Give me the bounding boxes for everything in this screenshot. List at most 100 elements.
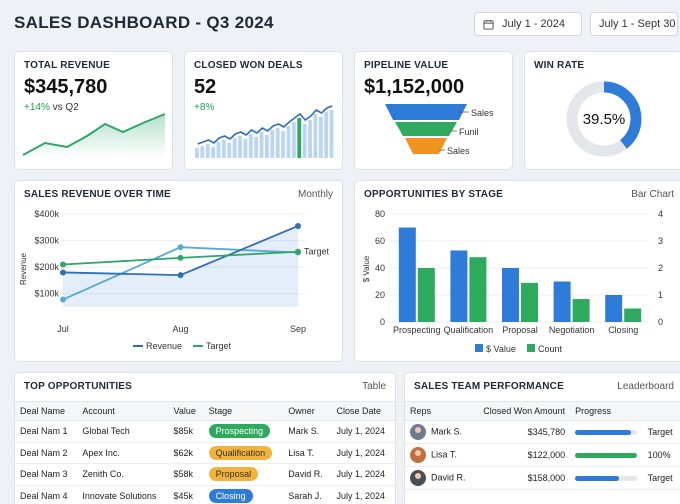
deal-name-cell: Deal Nam 3 (15, 463, 78, 486)
column-header[interactable]: Closed Won Amount (473, 401, 571, 421)
progress-bar (575, 476, 638, 482)
progress-fill (575, 430, 631, 436)
deal-bar (221, 140, 226, 158)
bar-value (605, 295, 623, 322)
table-row[interactable]: Deal Nam 3 Zenith Co. $58k Proposal David R.… (15, 463, 395, 486)
x-tick-label: Proposal (502, 325, 538, 335)
column-header[interactable]: Stage (203, 401, 284, 421)
close-date-cell: July 1, 2024 (331, 420, 395, 443)
progress-cell: Target (570, 466, 680, 490)
amount-cell: $122,000 (473, 443, 571, 467)
column-header[interactable]: Reps (405, 401, 474, 421)
kpi-card-total-revenue[interactable]: TOTAL REVENUE $345,780 +14% vs Q2 (14, 51, 173, 170)
deal-bar (254, 137, 259, 158)
stage-chart-card: OPPORTUNITIES BY STAGE Bar Chart 80 4 60 3 4… (354, 180, 680, 362)
bar-count (624, 308, 642, 322)
stage-cell: Proposal (203, 463, 284, 486)
table-row[interactable]: Lisa T. $122,000 100% (405, 443, 680, 467)
column-header[interactable]: Owner (283, 401, 332, 421)
column-header[interactable]: Account (77, 401, 169, 421)
column-header[interactable]: Value (168, 401, 204, 421)
data-point (60, 296, 66, 303)
rep-cell: Lisa T. (405, 443, 474, 467)
deal-bar (243, 139, 248, 158)
start-date-label: July 1 - 2024 (502, 18, 565, 30)
value-cell: $45k (168, 485, 204, 504)
kpi-card-closed-won[interactable]: CLOSED WON DEALS 52 +8% (184, 51, 343, 170)
date-range-select[interactable]: July 1 - Sept 30 (590, 12, 678, 36)
win-rate-value: 39.5% (583, 111, 626, 128)
chart-mode[interactable]: Bar Chart (631, 189, 674, 200)
deal-bar (286, 126, 291, 158)
deal-bar (318, 117, 323, 158)
deal-name-cell: Deal Nam 4 (15, 485, 78, 504)
account-cell: Apex Inc. (77, 442, 169, 464)
rep-name: Lisa T. (431, 449, 457, 460)
column-header[interactable]: Deal Name (15, 401, 78, 421)
deal-bar (232, 138, 237, 158)
table-header-row: Deal Name Account Value Stage Owner Clos… (15, 401, 395, 421)
top-opportunities-card: TOP OPPORTUNITIES Table Deal Name Accoun… (14, 372, 396, 504)
revenue-area (63, 225, 298, 307)
column-header[interactable]: Close Date (331, 401, 395, 421)
legend-swatch-count (527, 344, 535, 352)
deal-bar (200, 146, 205, 158)
table-row[interactable]: Deal Nam 4 Innovate Solutions $45k Closing S… (15, 485, 395, 504)
kpi-delta: +8% (194, 102, 215, 113)
table-mode[interactable]: Leaderboard (617, 381, 674, 392)
y-tick-label: 0 (380, 317, 385, 327)
progress-fill (575, 453, 638, 459)
kpi-value: 52 (194, 76, 217, 98)
start-date-picker[interactable]: July 1 - 2024 (474, 12, 582, 36)
data-point (177, 244, 184, 251)
deal-bar (205, 144, 210, 158)
value-cell: $85k (168, 420, 204, 443)
data-point (60, 269, 66, 276)
owner-cell: Lisa T. (283, 442, 332, 464)
rep-name: Mark S. (431, 426, 463, 437)
bar-count (417, 268, 435, 322)
table-mode[interactable]: Table (362, 381, 386, 392)
close-date-cell: July 1, 2024 (331, 463, 395, 486)
table-row[interactable]: Deal Nam 1 Global Tech $85k Prospecting Mark… (15, 420, 395, 443)
x-tick-label: Jul (57, 324, 69, 334)
kpi-card-pipeline[interactable]: PIPELINE VALUE $1,152,000 Sales Funil Sa… (354, 51, 513, 170)
deal-bar (265, 135, 269, 158)
deal-bar (324, 112, 329, 158)
funnel-label-1: Sales (471, 108, 494, 118)
deal-bar (297, 118, 302, 158)
kpi-value: $345,780 (24, 76, 108, 98)
table-row[interactable]: David R. $158,000 Target (405, 466, 680, 490)
rep-cell: Mark S. (405, 420, 474, 444)
rep-cell: David R. (405, 466, 474, 490)
account-cell: Zenith Co. (77, 463, 169, 486)
progress-cell: 100% (570, 443, 680, 467)
value-cell: $62k (168, 442, 204, 464)
y2-tick-label: 4 (658, 209, 663, 219)
deal-bar (216, 142, 221, 158)
table-row[interactable]: Mark S. $345,780 Target (405, 420, 680, 444)
deal-name-cell: Deal Nam 1 (15, 420, 78, 443)
x-tick-label: Prospecting (393, 325, 441, 335)
column-header[interactable]: Progress (570, 401, 680, 421)
stage-badge: Closing (208, 488, 253, 503)
deal-bar (248, 134, 253, 158)
bar-count (521, 282, 538, 322)
table-row[interactable]: Deal Nam 2 Apex Inc. $62k Qualification Lisa… (15, 442, 395, 464)
progress-cell: Target (570, 420, 680, 444)
avatar (410, 470, 426, 486)
deal-bar (275, 128, 280, 158)
bar-count (469, 257, 487, 322)
amount-cell: $345,780 (473, 420, 571, 444)
team-table: Reps Closed Won Amount Progress Mark S. $… (405, 401, 680, 490)
progress-bar (575, 453, 638, 459)
y2-tick-label: 3 (658, 236, 663, 246)
revenue-chart-card: SALES REVENUE OVER TIME Monthly $400k $30… (14, 180, 343, 362)
bar-value (553, 281, 571, 322)
y-tick-label: 20 (375, 290, 385, 300)
table-title: TOP OPPORTUNITIES (24, 381, 133, 392)
chart-mode[interactable]: Monthly (297, 189, 333, 200)
kpi-card-win-rate[interactable]: WIN RATE 39.5% (524, 51, 680, 170)
y-tick-label: 60 (375, 236, 385, 246)
